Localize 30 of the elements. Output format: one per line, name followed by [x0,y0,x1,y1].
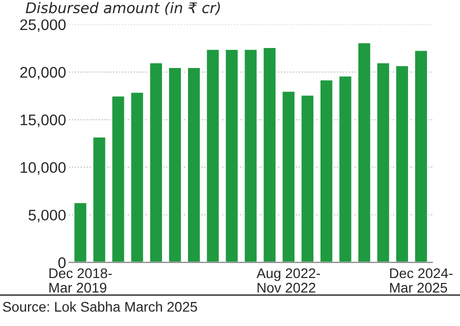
bar [394,64,410,262]
bar [281,90,296,262]
x-tick-label: Aug 2022- Nov 2022 [256,268,320,293]
bar [73,202,88,262]
bar [110,95,126,262]
y-tick-label: 0 [58,257,66,268]
x-tick-label: Dec 2024- Mar 2025 [390,268,452,293]
bar [262,46,277,262]
source-note: Source: Lok Sabha March 2025 [2,302,198,312]
bar [130,91,144,262]
bar [224,48,240,262]
bar [338,75,353,262]
y-tick-label: 10,000 [20,162,66,175]
y-tick-label: 15,000 [20,114,66,128]
bar [243,48,258,262]
bar [376,62,391,262]
y-tick-label: 20,000 [20,66,66,80]
bar [206,48,220,262]
bar [319,78,334,262]
bar [168,66,182,262]
bar [92,136,107,262]
bar [186,66,202,262]
bar [300,94,315,262]
chart-title: Disbursed amount (in ₹ cr) [26,2,220,16]
bar [148,62,164,262]
bar [356,42,372,262]
y-tick-label: 25,000 [20,19,66,32]
bar [414,49,428,262]
y-tick-label: 5,000 [28,210,66,222]
x-tick-label: Dec 2018- Mar 2019 [49,268,112,293]
